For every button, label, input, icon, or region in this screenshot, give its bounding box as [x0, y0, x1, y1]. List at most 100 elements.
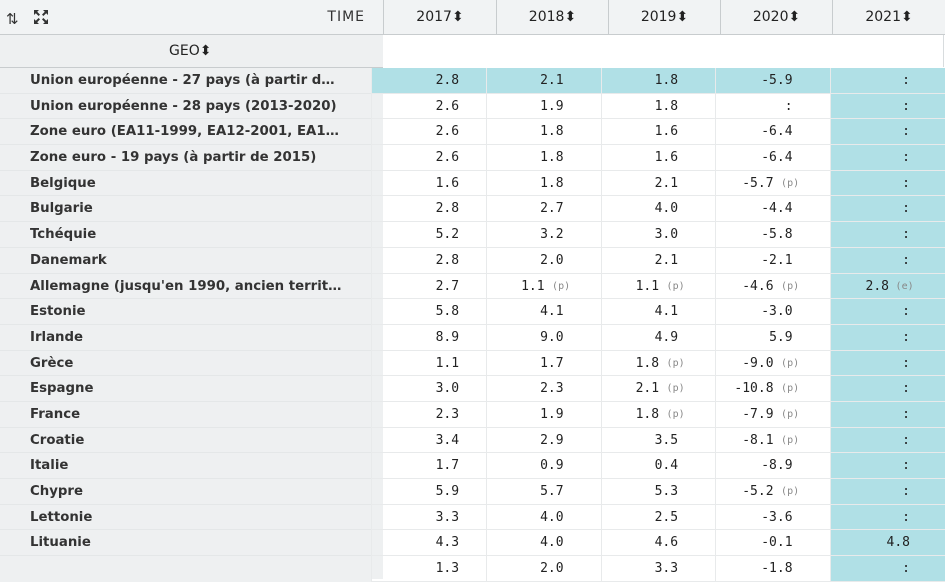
data-cell[interactable]: -1.8: [715, 556, 830, 582]
row-label[interactable]: Danemark: [0, 248, 371, 274]
data-cell[interactable]: :: [715, 93, 830, 120]
data-cell[interactable]: :: [829, 299, 945, 325]
data-cell[interactable]: 2.8: [370, 196, 487, 223]
data-cell[interactable]: 2.6: [370, 119, 487, 146]
data-cell[interactable]: :: [829, 222, 945, 248]
data-cell[interactable]: 2.6: [370, 145, 487, 171]
sort-arrows-icon[interactable]: ⇅: [6, 9, 19, 28]
row-label[interactable]: Irlande: [0, 325, 371, 351]
time-dimension-label[interactable]: TIME: [327, 9, 365, 25]
data-cell[interactable]: -6.4: [715, 119, 830, 146]
data-cell[interactable]: 1.7: [486, 350, 601, 377]
row-label[interactable]: [0, 556, 371, 582]
year-header-2[interactable]: 2019⬍: [608, 0, 720, 34]
data-cell[interactable]: 4.3: [370, 530, 487, 557]
data-cell[interactable]: -5.8: [715, 222, 830, 248]
data-cell[interactable]: :: [829, 145, 945, 171]
row-label[interactable]: Chypre: [0, 479, 371, 505]
data-cell[interactable]: :: [829, 119, 945, 146]
data-cell[interactable]: 3.4: [370, 427, 487, 454]
data-cell[interactable]: 2.8: [370, 247, 487, 274]
data-cell[interactable]: -4.4: [715, 196, 830, 223]
data-cell[interactable]: 3.3: [370, 504, 487, 531]
data-cell[interactable]: 3.0: [600, 222, 716, 248]
row-label[interactable]: Union européenne - 27 pays (à partir de …: [0, 68, 371, 94]
data-cell[interactable]: 5.8: [370, 299, 487, 325]
data-cell[interactable]: 2.8 (e): [829, 273, 945, 300]
data-cell[interactable]: 2.3: [370, 401, 487, 428]
data-cell[interactable]: 1.1 (p): [486, 273, 601, 300]
row-label[interactable]: Tchéquie: [0, 222, 371, 248]
data-cell[interactable]: 4.6: [600, 530, 716, 557]
data-cell[interactable]: 1.1: [370, 350, 487, 377]
year-header-4[interactable]: 2021⬍: [832, 0, 945, 34]
data-cell[interactable]: -6.4: [715, 145, 830, 171]
data-cell[interactable]: 5.9: [370, 479, 487, 505]
data-cell[interactable]: 5.9: [715, 324, 830, 351]
expand-icon[interactable]: [33, 9, 49, 29]
data-cell[interactable]: 0.9: [486, 453, 601, 479]
data-cell[interactable]: 2.5: [600, 504, 716, 531]
data-cell[interactable]: 8.9: [370, 324, 487, 351]
data-cell[interactable]: 5.2: [370, 222, 487, 248]
data-cell[interactable]: :: [829, 350, 945, 377]
data-cell[interactable]: 1.8: [486, 170, 601, 197]
data-cell[interactable]: -0.1: [715, 530, 830, 557]
data-cell[interactable]: 1.6: [370, 170, 487, 197]
year-header-3[interactable]: 2020⬍: [720, 0, 832, 34]
data-cell[interactable]: :: [829, 68, 945, 94]
row-label[interactable]: Espagne: [0, 376, 371, 402]
data-cell[interactable]: :: [829, 324, 945, 351]
row-label[interactable]: Grèce: [0, 351, 371, 377]
data-cell[interactable]: -8.9: [715, 453, 830, 479]
data-cell[interactable]: 2.3: [486, 376, 601, 402]
year-header-1[interactable]: 2018⬍: [495, 0, 608, 34]
data-cell[interactable]: -5.9: [715, 68, 830, 94]
data-cell[interactable]: 4.8: [829, 530, 945, 557]
data-cell[interactable]: 2.8: [370, 68, 487, 94]
row-label[interactable]: Croatie: [0, 428, 371, 454]
row-label[interactable]: Union européenne - 28 pays (2013-2020): [0, 94, 371, 120]
data-cell[interactable]: :: [829, 401, 945, 428]
data-cell[interactable]: 3.2: [486, 222, 601, 248]
data-cell[interactable]: 2.0: [486, 247, 601, 274]
data-cell[interactable]: 2.9: [486, 427, 601, 454]
data-cell[interactable]: 1.8: [486, 145, 601, 171]
row-label[interactable]: Zone euro (EA11-1999, EA12-2001, EA13-20…: [0, 119, 371, 146]
data-cell[interactable]: 1.9: [486, 401, 601, 428]
data-cell[interactable]: 1.8: [600, 93, 716, 120]
year-header-0[interactable]: 2017⬍: [383, 0, 496, 34]
row-label[interactable]: Lettonie: [0, 505, 371, 531]
data-cell[interactable]: 0.4: [600, 453, 716, 479]
data-cell[interactable]: 2.7: [370, 273, 487, 300]
data-cell[interactable]: -3.0: [715, 299, 830, 325]
data-cell[interactable]: 2.1: [600, 247, 716, 274]
data-cell[interactable]: -9.0 (p): [715, 350, 830, 377]
data-cell[interactable]: 1.3: [370, 556, 487, 582]
data-cell[interactable]: -4.6 (p): [715, 273, 830, 300]
data-cell[interactable]: 2.1: [600, 170, 716, 197]
data-cell[interactable]: -5.7 (p): [715, 170, 830, 197]
data-cell[interactable]: 5.3: [600, 479, 716, 505]
data-cell[interactable]: -10.8 (p): [715, 376, 830, 402]
data-cell[interactable]: :: [829, 196, 945, 223]
data-cell[interactable]: 1.8: [486, 119, 601, 146]
data-cell[interactable]: :: [829, 479, 945, 505]
row-label[interactable]: Belgique: [0, 171, 371, 197]
data-cell[interactable]: 2.1 (p): [600, 376, 716, 402]
data-cell[interactable]: 5.7: [486, 479, 601, 505]
data-cell[interactable]: 3.3: [600, 556, 716, 582]
data-cell[interactable]: 1.1 (p): [600, 273, 716, 300]
data-cell[interactable]: 1.8: [600, 68, 716, 94]
geo-sort-button[interactable]: GEO⬍: [169, 43, 211, 59]
data-cell[interactable]: :: [829, 427, 945, 454]
data-cell[interactable]: 4.0: [600, 196, 716, 223]
data-cell[interactable]: 1.6: [600, 119, 716, 146]
data-cell[interactable]: 4.9: [600, 324, 716, 351]
data-cell[interactable]: -7.9 (p): [715, 401, 830, 428]
row-label[interactable]: Estonie: [0, 299, 371, 325]
data-cell[interactable]: 1.7: [370, 453, 487, 479]
data-cell[interactable]: 2.6: [370, 93, 487, 120]
data-cell[interactable]: 4.0: [486, 504, 601, 531]
row-label[interactable]: Bulgarie: [0, 196, 371, 223]
